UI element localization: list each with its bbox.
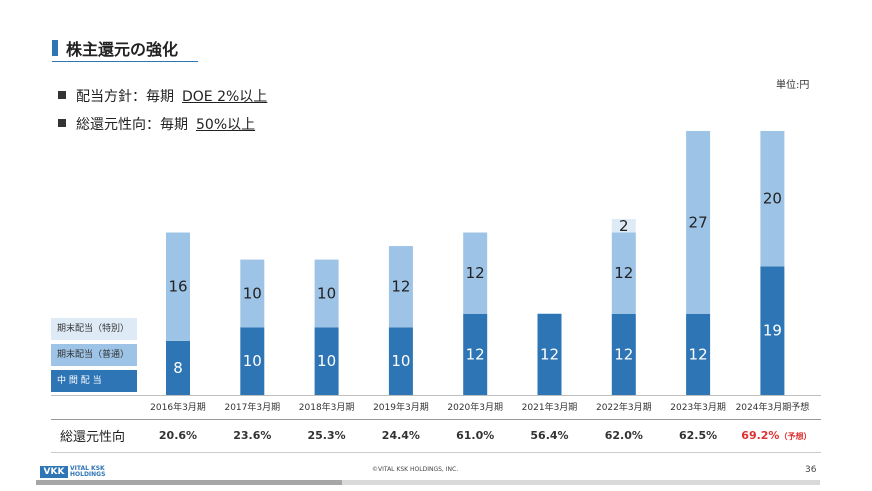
x-tick-label: 2022年3月期 [596, 401, 652, 413]
ratio-divider-top [51, 419, 821, 420]
payout-ratio-value: 62.0% [604, 429, 643, 442]
x-tick-label: 2024年3月期予想 [736, 401, 810, 413]
x-tick-label: 2019年3月期 [373, 401, 429, 413]
bar-value-label: 12 [689, 345, 708, 363]
logo-line-1: VITAL KSK [70, 464, 105, 472]
bar-value-label: 12 [540, 345, 559, 363]
logo-text: VITAL KSK HOLDINGS [70, 464, 106, 478]
bar-value-label: 8 [173, 359, 183, 377]
bar-segment [463, 313, 488, 395]
x-tick-label: 2023年3月期 [670, 401, 726, 413]
forecast-note: （予想） [779, 432, 812, 441]
bar-segment [611, 313, 636, 395]
page-title: 株主還元の強化 [66, 40, 179, 59]
payout-ratio-value: 62.5% [679, 429, 718, 442]
bullet-square-icon [58, 91, 66, 99]
bar-segment [240, 259, 265, 328]
ratio-divider-bottom [51, 452, 821, 453]
legend-special-dividend: 期末配当（特別） [51, 318, 137, 340]
bar-value-label: 10 [391, 352, 410, 370]
bullet-label: 総還元性向：毎期 [76, 117, 188, 133]
footer-progress-bar [36, 480, 342, 485]
bar-segment [760, 266, 785, 395]
x-tick-label: 2018年3月期 [299, 401, 355, 413]
x-tick-label: 2017年3月期 [224, 401, 280, 413]
bar-value-label: 10 [243, 284, 262, 302]
bar-segment [463, 232, 488, 314]
logo-line-2: HOLDINGS [70, 470, 106, 478]
bar-value-label: 12 [466, 345, 485, 363]
legend-normal-dividend: 期末配当（普通） [51, 344, 137, 366]
bar-value-label: 12 [614, 264, 633, 282]
page-number: 36 [805, 465, 817, 475]
copyright-text: ©VITAL KSK HOLDINGS, INC. [372, 466, 459, 473]
bar-segment [760, 130, 785, 267]
bar-value-label: 10 [317, 352, 336, 370]
bar-value-label: 12 [466, 264, 485, 282]
policy-bullet-doe: 配当方針：毎期 DOE 2%以上 [58, 86, 267, 106]
unit-label: 単位:円 [776, 80, 810, 91]
bar-segment [388, 327, 413, 395]
company-logo: VKK VITAL KSK HOLDINGS [40, 461, 106, 478]
bullet-label: 配当方針：毎期 [76, 89, 174, 105]
bar-value-label: 20 [763, 190, 782, 208]
bar-segment [611, 232, 636, 314]
bar-segment [537, 313, 562, 395]
bullet-value: DOE 2%以上 [182, 89, 268, 105]
bar-segment [388, 246, 413, 328]
bar-segment [314, 259, 339, 328]
bullet-square-icon [58, 119, 66, 127]
bar-value-label: 2 [619, 217, 629, 235]
bar-value-label: 16 [168, 278, 187, 296]
x-tick-label: 2021年3月期 [522, 401, 578, 413]
bar-value-label: 19 [763, 322, 782, 340]
bar-value-label: 12 [391, 278, 410, 296]
bar-segment [166, 340, 190, 395]
x-tick-label: 2016年3月期 [150, 401, 206, 413]
payout-ratio-value: 61.0% [456, 429, 495, 442]
bar-segment [166, 232, 190, 341]
x-tick-label: 2020年3月期 [447, 401, 503, 413]
bar-value-label: 27 [689, 213, 708, 231]
footer-bar [36, 480, 820, 485]
bar-value-label: 12 [614, 345, 633, 363]
bar-segment [686, 130, 711, 314]
payout-ratio-value: 56.4% [530, 429, 569, 442]
payout-ratio-label: 総還元性向 [60, 430, 126, 445]
payout-ratio-value: 25.3% [307, 429, 346, 442]
logo-mark: VKK [40, 465, 68, 478]
bullet-value: 50%以上 [196, 117, 256, 133]
bar-value-label: 10 [243, 352, 262, 370]
bar-segment [686, 313, 711, 395]
policy-bullet-payout: 総還元性向：毎期 50%以上 [58, 114, 255, 134]
bar-segment [240, 327, 265, 395]
bar-segment [611, 218, 636, 233]
title-accent-bar [52, 40, 58, 56]
payout-ratio-value: 69.2%（予想） [741, 429, 812, 442]
payout-ratio-value: 24.4% [381, 429, 420, 442]
title-underline [52, 61, 198, 62]
legend-interim-dividend: 中 間 配 当 [51, 370, 137, 392]
bar-value-label: 10 [317, 284, 336, 302]
payout-ratio-value: 23.6% [233, 429, 272, 442]
bar-segment [314, 327, 339, 395]
payout-ratio-value: 20.6% [158, 429, 198, 442]
